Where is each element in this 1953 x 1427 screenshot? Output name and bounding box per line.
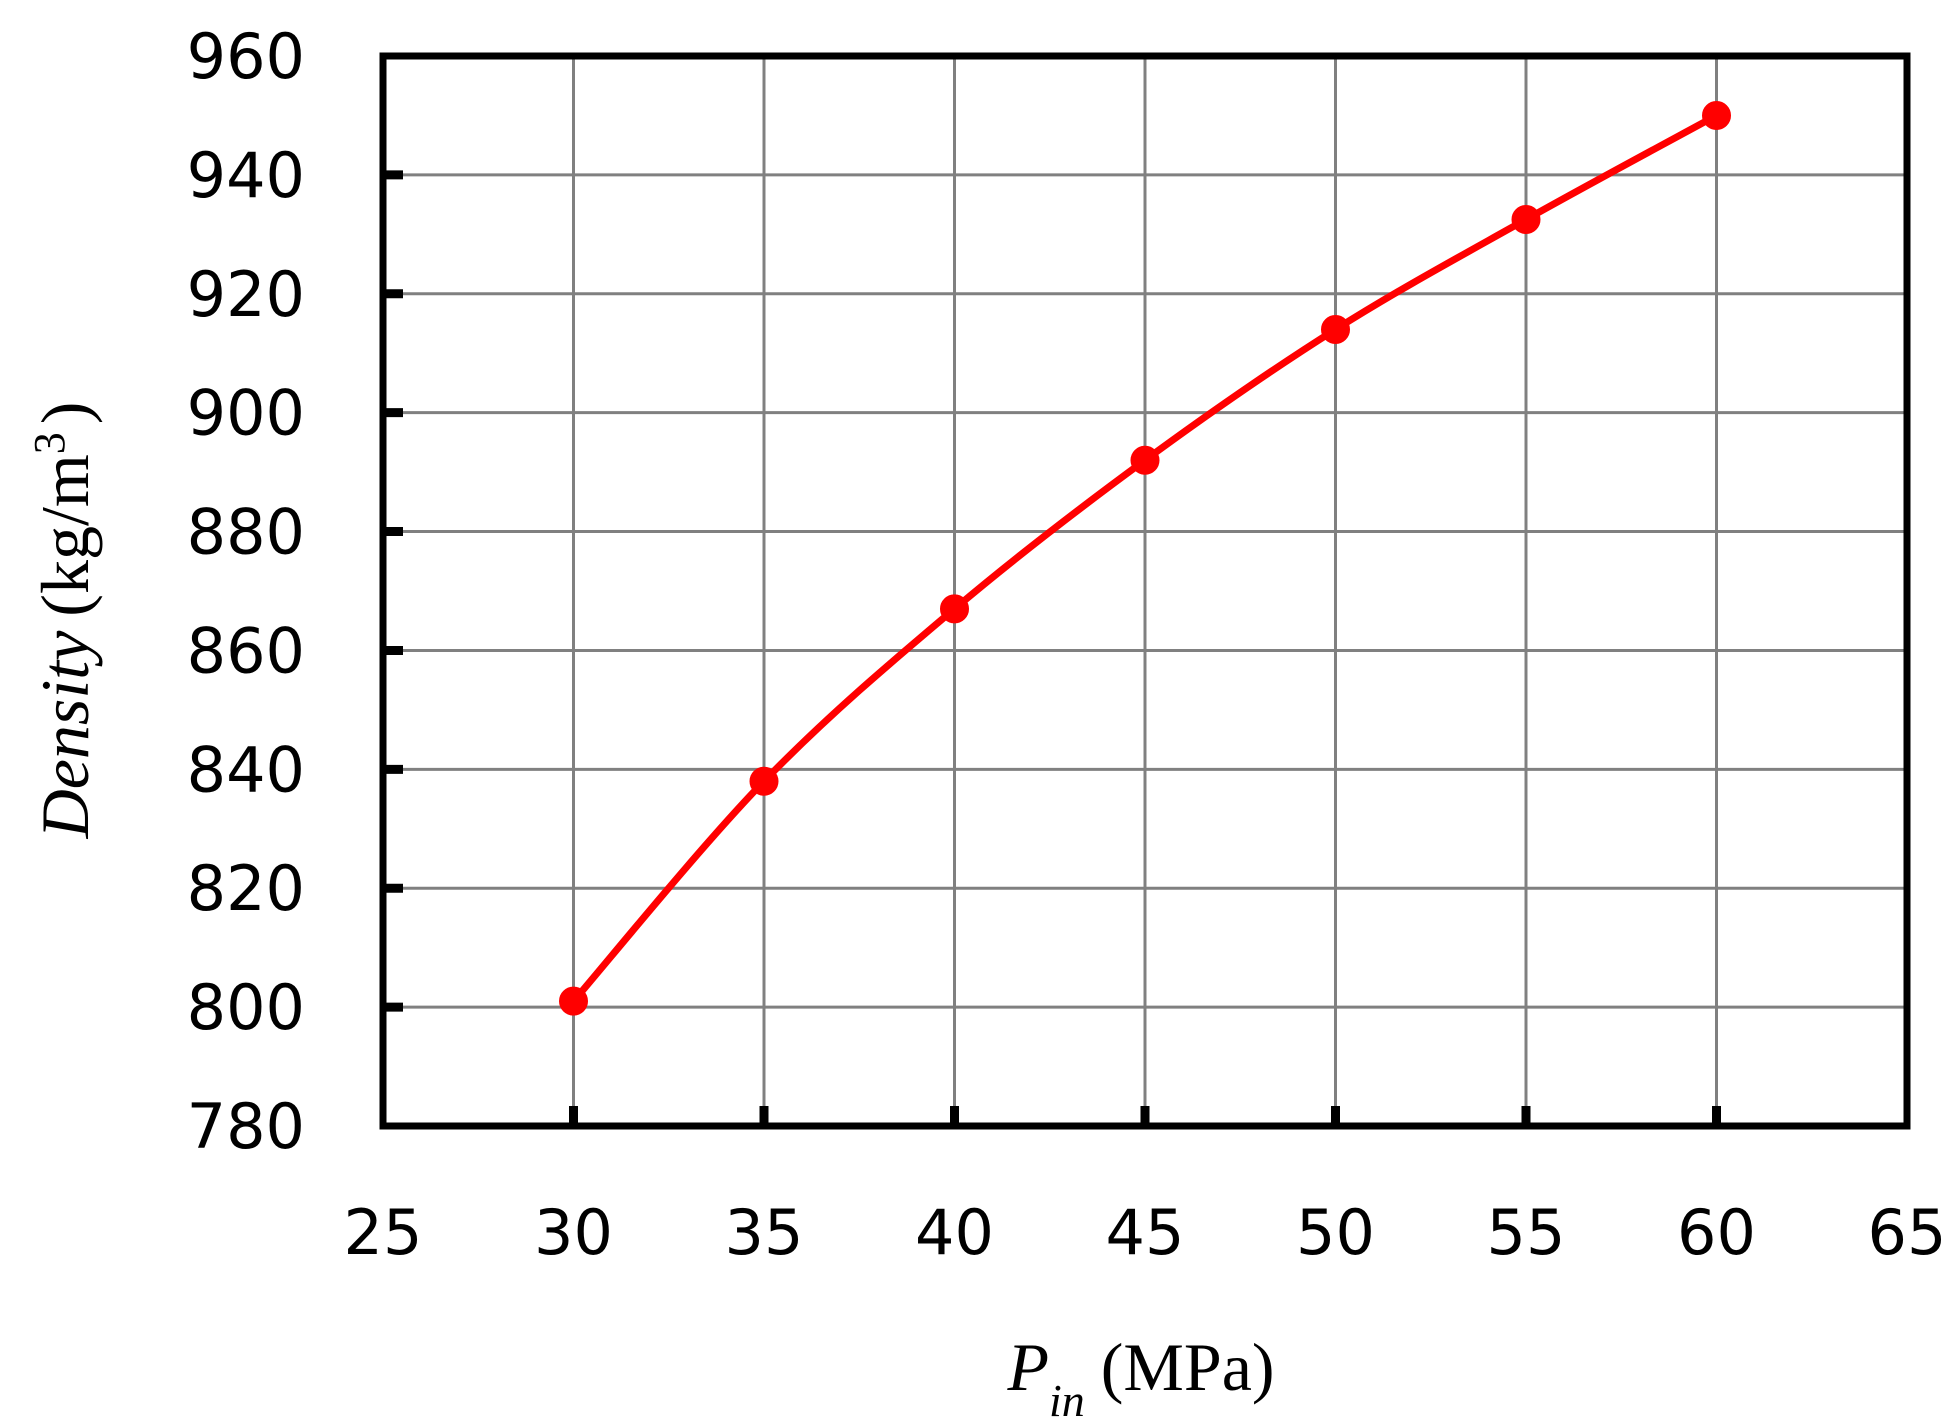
- y-tick-label: 840: [187, 733, 305, 806]
- data-point-marker: [749, 766, 779, 796]
- data-point-marker: [940, 594, 969, 624]
- x-tick-label: 55: [1487, 1196, 1566, 1269]
- x-axis-symbol: P: [1006, 1329, 1049, 1405]
- y-axis-unit-close: ): [27, 402, 103, 425]
- data-point-marker: [1702, 100, 1731, 130]
- plot-frame: [379, 52, 1911, 1130]
- y-tick-label: 880: [187, 496, 305, 569]
- y-axis-unit-open: (kg/m: [27, 454, 103, 616]
- data-point-marker: [559, 986, 588, 1016]
- x-tick-label: 45: [1106, 1196, 1185, 1269]
- data-point-marker: [1511, 204, 1541, 234]
- x-axis-unit: (MPa): [1101, 1329, 1275, 1405]
- x-tick-label: 40: [915, 1196, 994, 1269]
- x-tick-label: 35: [725, 1196, 804, 1269]
- data-point-marker: [1130, 445, 1160, 475]
- tick-labels: 25 30 35 40 45 50 55 60 65 780 800 820 840 860 880 900 9…: [187, 20, 1947, 1269]
- y-tick-label: 920: [187, 258, 305, 331]
- grid-lines: [383, 56, 1907, 1126]
- x-tick-label: 25: [344, 1196, 423, 1269]
- y-axis-unit-superscript: 3: [25, 432, 74, 454]
- x-tick-label: 30: [534, 1196, 613, 1269]
- x-axis-title: Pin (MPa): [1006, 1329, 1274, 1426]
- y-tick-label: 800: [187, 971, 305, 1044]
- y-tick-label: 960: [187, 20, 305, 93]
- x-tick-label: 60: [1677, 1196, 1756, 1269]
- y-tick-label: 860: [187, 614, 305, 687]
- y-axis-title: Density (kg/m3): [25, 402, 104, 840]
- y-tick-label: 900: [187, 377, 305, 450]
- series-layer: [559, 100, 1731, 1016]
- data-point-marker: [1321, 314, 1350, 344]
- x-axis-subscript: in: [1049, 1375, 1085, 1426]
- x-tick-label: 65: [1868, 1196, 1947, 1269]
- y-tick-label: 820: [187, 852, 305, 925]
- y-tick-label: 940: [187, 139, 305, 212]
- y-axis-name: Density: [27, 630, 103, 840]
- y-tick-label: 780: [187, 1090, 305, 1163]
- x-tick-label: 50: [1296, 1196, 1375, 1269]
